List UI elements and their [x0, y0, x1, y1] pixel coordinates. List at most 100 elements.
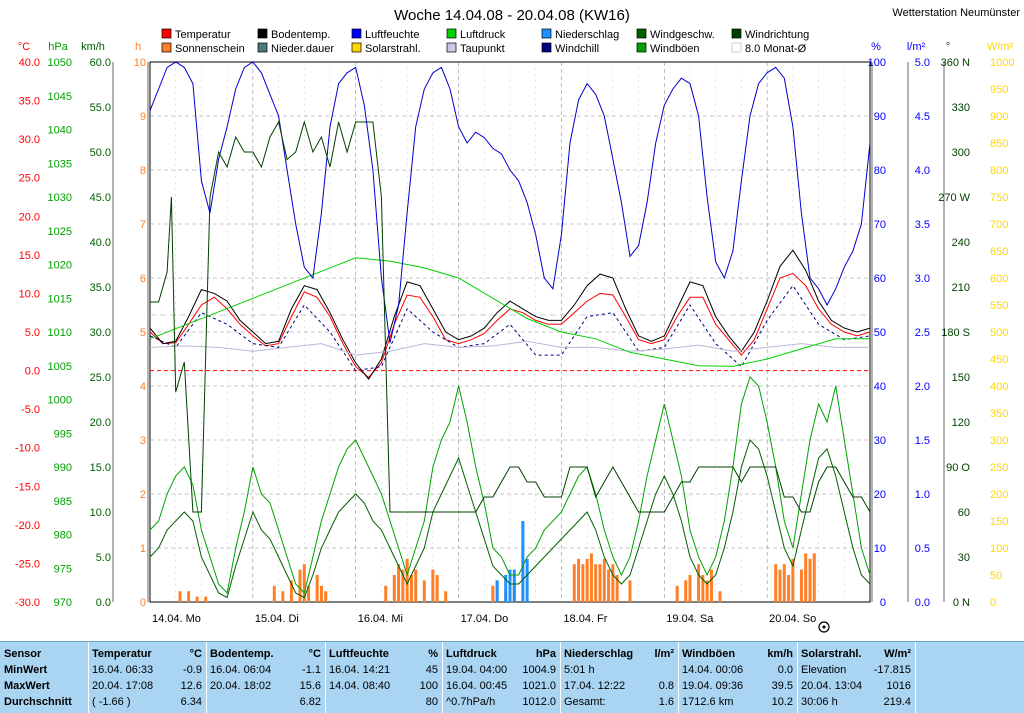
bar-sonnenschein — [808, 558, 812, 602]
stats-value: 6.82 — [299, 696, 321, 708]
bar-sonnenschein — [405, 558, 409, 602]
bar-sonnenschein — [302, 564, 306, 602]
bar-sonnenschein — [444, 591, 448, 602]
sun-symbol-icon — [818, 621, 830, 633]
temp-tick-label: 5.0 — [25, 327, 40, 339]
rain-tick-label: 1.5 — [915, 435, 930, 447]
stats-value: -0.9 — [183, 664, 202, 676]
solar-tick-label: 550 — [990, 300, 1008, 312]
legend-label: Solarstrahl. — [365, 43, 421, 55]
legend-swatch — [446, 42, 457, 53]
legend-label: Luftfeuchte — [365, 29, 419, 41]
pressure-tick-label: 1020 — [48, 260, 72, 272]
stats-value: 39.5 — [771, 680, 793, 692]
stats-value: -17.815 — [873, 664, 911, 676]
x-tick-label: 14.04. Mo — [152, 613, 201, 625]
humidity-unit-label: % — [871, 41, 881, 53]
bar-sonnenschein — [195, 596, 199, 602]
stats-column: Niederschlag l/m² 5:01 h 17.04. 12:22 0.8 Ges… — [560, 642, 679, 713]
bar-sonnenschein — [289, 580, 293, 602]
temp-tick-label: -5.0 — [21, 404, 40, 416]
series-luftdruck — [149, 257, 870, 367]
stats-header: Niederschlag l/m² — [564, 646, 674, 662]
legend-swatch — [161, 42, 172, 53]
bar-sonnenschein — [397, 564, 401, 602]
series-taupunkt — [149, 340, 870, 356]
bar-sonnenschein — [319, 585, 323, 602]
sun-tick-label: 6 — [140, 273, 146, 285]
wind-unit-label: km/h — [81, 41, 105, 53]
wind-tick-label: 5.0 — [96, 552, 111, 564]
stats-label: Gesamt: — [564, 696, 606, 708]
temp-tick-label: -30.0 — [15, 597, 40, 609]
temp-tick-label: 30.0 — [19, 134, 40, 146]
stats-label: 16.04. 06:33 — [92, 664, 154, 676]
bar-sonnenschein — [782, 564, 786, 602]
humidity-tick-label: 40 — [874, 381, 886, 393]
direction-tick-label: 150 — [952, 372, 970, 384]
stats-column: Luftfeuchte% 16.04. 14:21 45 14.04. 08:40 10… — [325, 642, 443, 713]
legend-label: Windchill — [555, 43, 599, 55]
bar-sonnenschein — [384, 585, 388, 602]
solar-tick-label: 0 — [990, 597, 996, 609]
legend-swatch — [541, 42, 552, 53]
bar-sonnenschein — [684, 580, 688, 602]
legend-label: Niederschlag — [555, 29, 619, 41]
stats-label: 16.04. 06:04 — [210, 664, 272, 676]
stats-row: Durchschnitt — [4, 694, 84, 710]
direction-tick-label: 330 — [952, 102, 970, 114]
stats-value: 80 — [425, 696, 438, 708]
solar-tick-label: 400 — [990, 381, 1008, 393]
solar-tick-label: 650 — [990, 246, 1008, 258]
stats-label: Durchschnitt — [4, 696, 72, 708]
wind-tick-label: 25.0 — [90, 372, 111, 384]
rain-tick-label: 3.5 — [915, 219, 930, 231]
legend-swatch — [257, 28, 268, 39]
wind-tick-label: 0.0 — [96, 597, 111, 609]
solar-tick-label: 450 — [990, 354, 1008, 366]
stats-value: km/h — [767, 648, 793, 660]
stats-row: Gesamt: 1.6 — [564, 694, 674, 710]
legend-label: Nieder.dauer — [271, 43, 334, 55]
bar-sonnenschein — [178, 591, 182, 602]
rain-tick-label: 4.5 — [915, 111, 930, 123]
bar-sonnenschein — [491, 585, 495, 602]
pressure-tick-label: 1045 — [48, 91, 72, 103]
direction-tick-label: 360 N — [941, 57, 970, 69]
x-tick-label: 16.04. Mi — [358, 613, 403, 625]
legend-swatch — [351, 42, 362, 53]
sun-tick-label: 4 — [140, 381, 146, 393]
bar-sonnenschein — [577, 558, 581, 602]
bar-sonnenschein — [774, 564, 778, 602]
bar-sonnenschein — [787, 575, 791, 602]
station-name: Wetterstation Neumünster — [892, 7, 1020, 19]
stats-row: MinWert — [4, 662, 84, 678]
humidity-tick-label: 10 — [874, 543, 886, 555]
temp-tick-label: 0.0 — [25, 366, 40, 378]
bar-sonnenschein — [581, 564, 585, 602]
stats-header: Sensor — [4, 646, 84, 662]
humidity-tick-label: 60 — [874, 273, 886, 285]
bar-sonnenschein — [701, 575, 705, 602]
stats-label: 20.04. 17:08 — [92, 680, 154, 692]
bar-sonnenschein — [187, 591, 191, 602]
legend-swatch — [636, 28, 647, 39]
series-windb-en — [149, 376, 871, 595]
stats-label: 19.04. 04:00 — [446, 664, 508, 676]
bar-sonnenschein — [281, 591, 285, 602]
stats-label: 14.04. 08:40 — [329, 680, 391, 692]
bar-sonnenschein — [315, 575, 319, 602]
bar-niederschlag — [508, 569, 512, 602]
sun-tick-label: 0 — [140, 597, 146, 609]
stats-row: Elevation -17.815 — [801, 662, 911, 678]
stats-column: Luftdruck hPa 19.04. 04:00 1004.9 16.04. 00:… — [442, 642, 561, 713]
rain-tick-label: 0.5 — [915, 543, 930, 555]
stats-row: ( -1.66 ) 6.34 — [92, 694, 202, 710]
solar-tick-label: 500 — [990, 327, 1008, 339]
temp-tick-label: -25.0 — [15, 558, 40, 570]
pressure-tick-label: 1010 — [48, 327, 72, 339]
stats-label: Sensor — [4, 648, 42, 660]
stats-value: 219.4 — [883, 696, 911, 708]
stats-header: Luftdruck hPa — [446, 646, 556, 662]
bar-sonnenschein — [705, 580, 709, 602]
